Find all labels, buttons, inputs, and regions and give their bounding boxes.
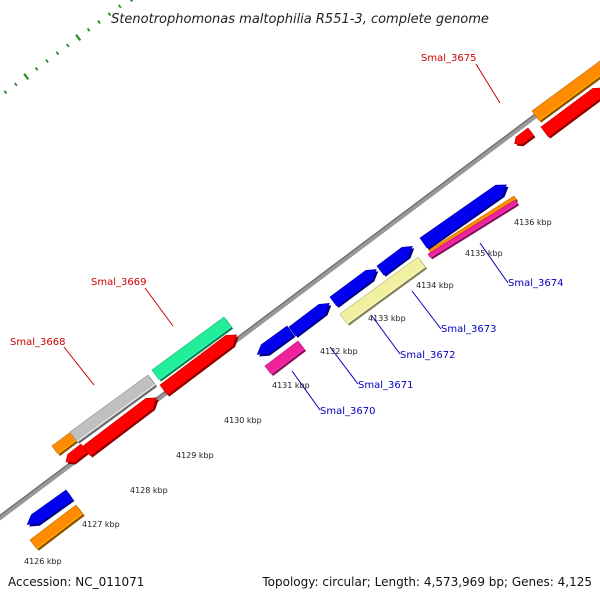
gene-blue-3673-bevel	[383, 255, 409, 276]
gene-red-3675-face	[540, 87, 600, 138]
track-dot	[97, 20, 101, 24]
gene-green-3669-bevel	[158, 326, 232, 381]
tick-label-4132: 4132 kbp	[320, 347, 358, 356]
track-dot	[45, 59, 49, 63]
gene-red-small-3668-face	[65, 443, 88, 463]
gene-yellow-3672[interactable]	[339, 256, 428, 326]
genome-summary-text: Topology: circular; Length: 4,573,969 bp…	[261, 575, 592, 589]
gene-red-small-3675-face	[514, 127, 534, 145]
gene-red-3669[interactable]	[82, 397, 159, 458]
gene-red-3675[interactable]	[540, 87, 600, 139]
gene-label-smal-3673[interactable]: Smal_3673	[441, 324, 496, 335]
gene-red-3669-bevel	[89, 407, 154, 457]
leader-line	[144, 287, 174, 327]
leader-line	[291, 370, 321, 411]
gene-features	[26, 60, 600, 551]
gene-label-smal-3671[interactable]: Smal_3671	[358, 380, 413, 391]
tick-label-4136: 4136 kbp	[514, 218, 552, 227]
accession-text: Accession: NC_011071	[8, 575, 144, 589]
gene-red-3670-top-bevel	[166, 344, 234, 396]
leader-line	[63, 346, 95, 386]
gene-blue-3670-bevel	[267, 334, 294, 355]
gene-magenta-3670-bevel	[270, 348, 305, 375]
gene-blue-3670-face	[256, 325, 294, 355]
gene-red-small-3668-bevel	[73, 451, 88, 463]
gene-magenta-3670[interactable]	[264, 340, 307, 376]
tick-label-4130: 4130 kbp	[224, 416, 262, 425]
gene-orange-3675-bevel	[538, 75, 600, 122]
gene-blue-3674-face	[419, 184, 507, 249]
tick-label-4129: 4129 kbp	[176, 451, 214, 460]
track-dot	[23, 73, 30, 81]
gene-red-3670-top-face	[159, 334, 238, 396]
tick-label-4135: 4135 kbp	[465, 249, 503, 258]
gene-orange-4127[interactable]	[29, 504, 85, 551]
gene-labels: Smal_3675 Smal_3669 Smal_3668 Smal_3674 …	[10, 53, 563, 417]
leader-line	[371, 315, 401, 355]
gene-red-3675-bevel	[547, 97, 600, 138]
tick-label-4126: 4126 kbp	[24, 557, 62, 566]
leader-line	[329, 346, 359, 385]
track-dot	[86, 27, 91, 32]
gene-blue-4127-face	[26, 489, 73, 525]
track-dot	[118, 4, 122, 9]
track-dot	[14, 82, 18, 87]
gene-red-small-3668[interactable]	[65, 443, 90, 465]
gene-gray-3668[interactable]	[69, 374, 158, 444]
tick-label-4134: 4134 kbp	[416, 281, 454, 290]
gene-red-small-3675[interactable]	[514, 127, 536, 147]
gene-magenta-3674-bevel	[429, 202, 518, 258]
gene-blue-3670[interactable]	[256, 325, 296, 357]
gene-red-small-3675-bevel	[521, 134, 534, 145]
track-dot	[75, 34, 82, 42]
gene-red-3670-top[interactable]	[159, 334, 239, 397]
tick-label-4128: 4128 kbp	[130, 486, 168, 495]
track-dot	[129, 0, 134, 3]
gene-label-smal-3675[interactable]: Smal_3675	[421, 53, 476, 64]
gene-orange-3675-face	[531, 60, 600, 122]
gene-blue-3673[interactable]	[376, 246, 415, 277]
gene-blue-3672[interactable]	[329, 269, 379, 308]
gene-gray-3668-bevel	[76, 384, 156, 443]
gene-blue-3671-face	[288, 303, 330, 337]
gene-label-smal-3670[interactable]: Smal_3670	[320, 406, 375, 417]
leader-line	[475, 63, 501, 104]
gene-label-smal-3668[interactable]: Smal_3668	[10, 337, 65, 348]
gene-blue-3674-bevel	[426, 194, 503, 249]
gene-label-smal-3674[interactable]: Smal_3674	[508, 278, 563, 289]
gene-orange-4127-bevel	[36, 513, 84, 550]
leader-line	[479, 242, 509, 284]
track-dot	[66, 43, 70, 48]
gene-green-3669[interactable]	[151, 316, 234, 382]
gene-red-3669-face	[82, 397, 158, 456]
gene-blue-4127-bevel	[37, 498, 73, 525]
gene-magenta-3674[interactable]	[427, 199, 520, 260]
gene-orange-small-3668-bevel	[57, 438, 79, 455]
track-dot	[55, 51, 60, 56]
gene-blue-3674[interactable]	[419, 184, 509, 250]
gene-orange-3675[interactable]	[531, 60, 600, 123]
kbp-tick-labels: 4126 kbp 4127 kbp 4128 kbp 4129 kbp 4130…	[24, 218, 552, 566]
gene-blue-3672-bevel	[336, 278, 373, 307]
label-leader-lines	[63, 63, 509, 411]
track-dot	[34, 66, 39, 71]
gene-blue-3672-face	[329, 269, 377, 307]
track-dot	[3, 90, 8, 95]
map-title: Stenotrophomonas maltophilia R551-3, com…	[111, 12, 489, 27]
tick-label-4131: 4131 kbp	[272, 381, 310, 390]
gene-label-smal-3672[interactable]: Smal_3672	[400, 350, 455, 361]
gene-yellow-3672-bevel	[346, 266, 426, 325]
gene-blue-3671-bevel	[295, 312, 326, 337]
dotted-track-guides	[3, 0, 134, 95]
gene-label-smal-3669[interactable]: Smal_3669	[91, 277, 146, 288]
gene-blue-4127[interactable]	[26, 489, 75, 527]
gene-blue-3673-face	[376, 246, 413, 276]
track-dot	[107, 12, 112, 17]
tick-label-4127: 4127 kbp	[82, 520, 120, 529]
gene-blue-3671[interactable]	[288, 303, 332, 338]
tick-label-4133: 4133 kbp	[368, 314, 406, 323]
gene-orange-small-3668[interactable]	[51, 430, 80, 456]
leader-line	[411, 290, 442, 330]
